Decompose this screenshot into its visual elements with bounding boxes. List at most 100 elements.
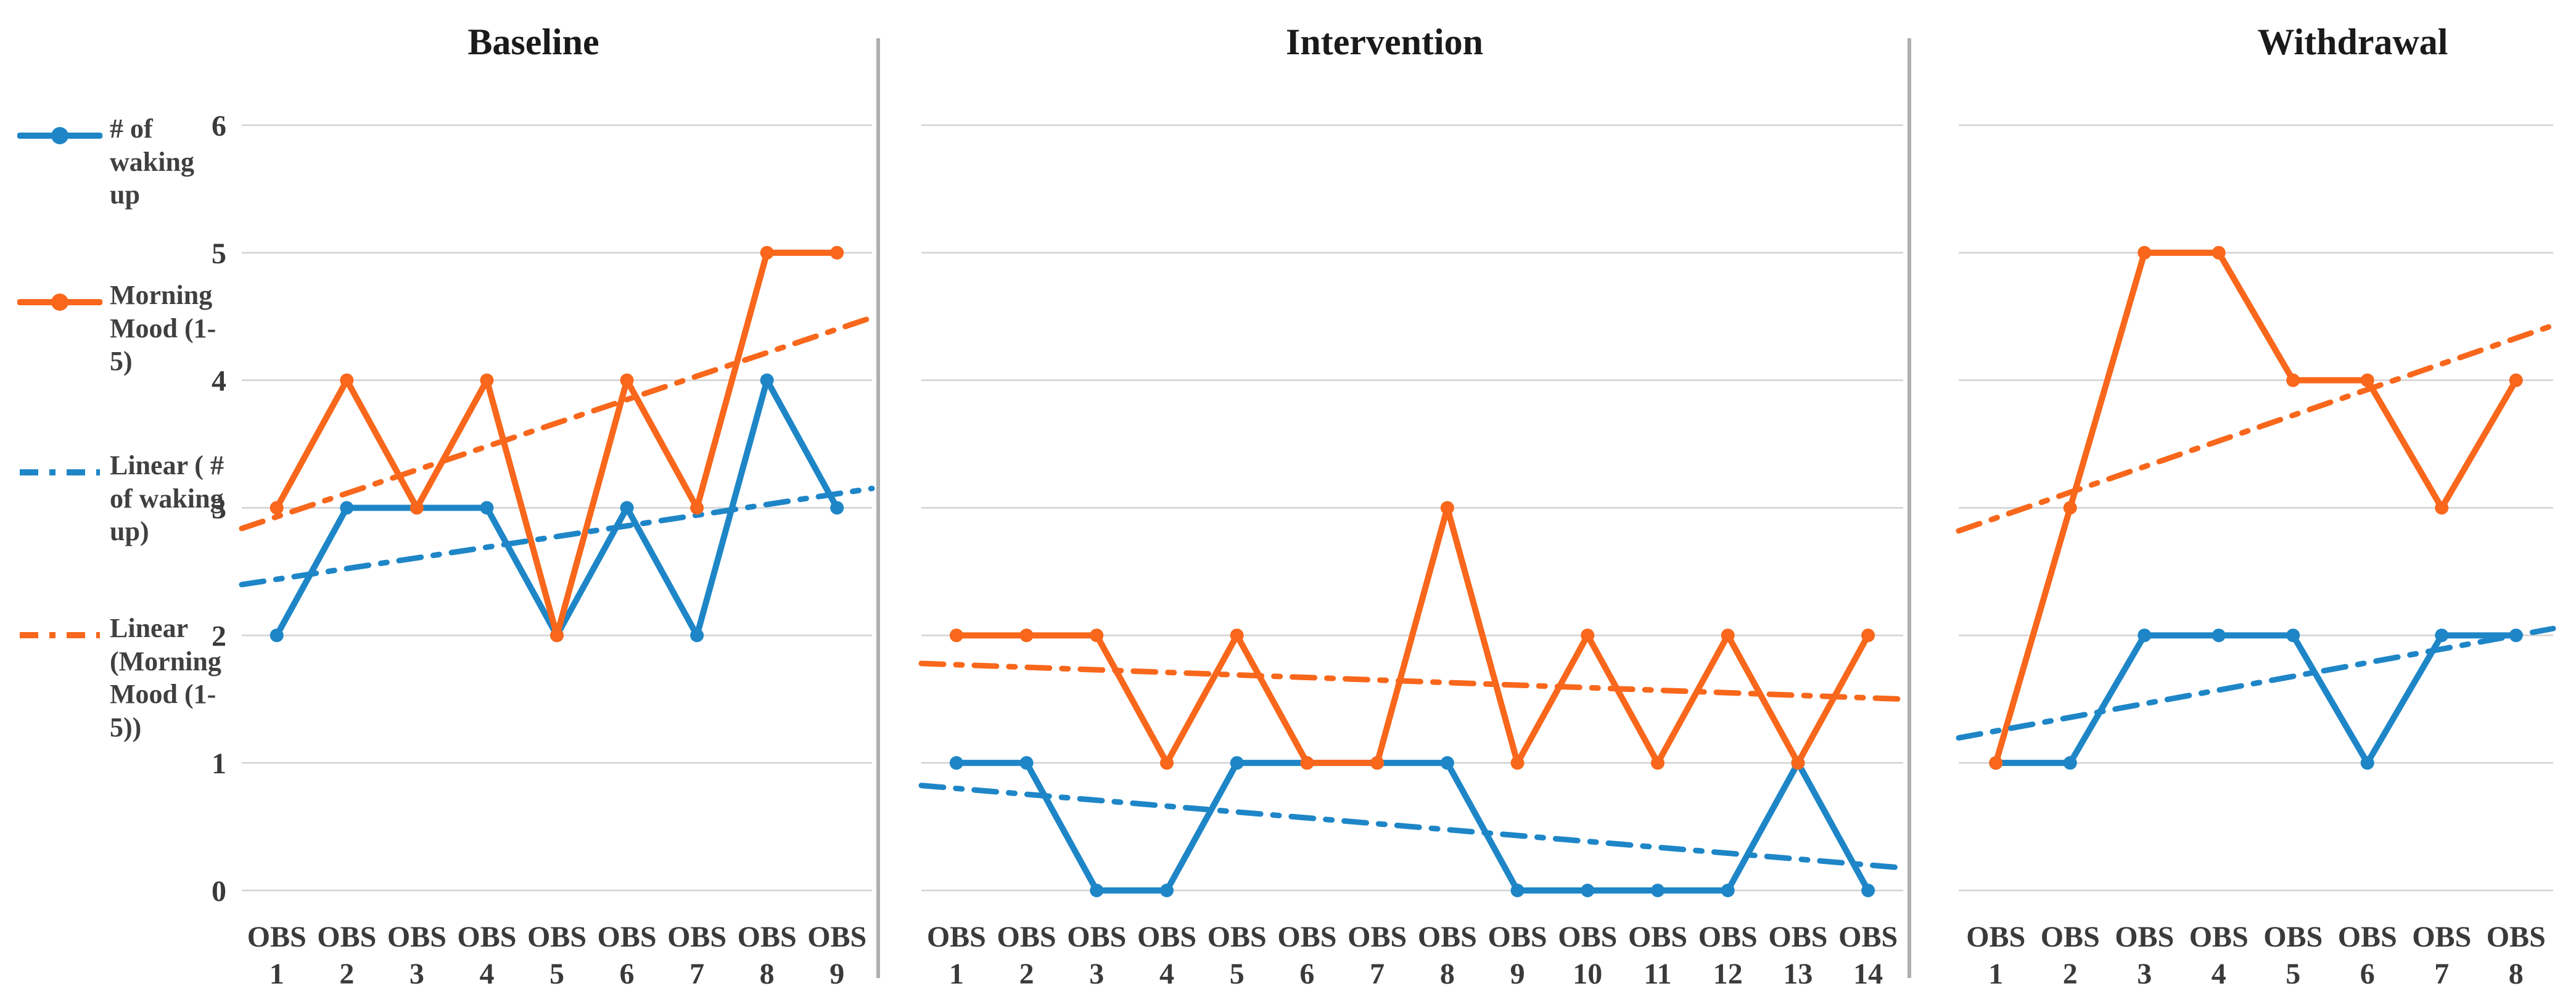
legend-item-morning-mood: Morning Mood (1- 5) [17,279,233,378]
data-point-marker [2063,501,2077,515]
data-point-marker [2212,628,2226,643]
data-point-marker [480,501,494,515]
data-point-marker [270,628,284,643]
x-axis-tick-label: OBS [247,921,307,953]
x-axis-tick-label: OBS [927,921,986,953]
data-point-marker [1370,756,1385,770]
x-axis-tick-label: OBS [2189,921,2249,953]
x-axis-tick-label: 1 [270,958,284,990]
data-point-marker [2138,245,2152,260]
legend: # of waking up Morning Mood (1- 5) Linea… [0,0,234,999]
x-axis-tick-label: OBS [598,921,657,953]
trendline-orange [1956,323,2556,534]
data-point-marker [1090,884,1104,897]
series-line-orange [953,504,1872,767]
x-axis-tick-label: OBS [1838,921,1898,953]
y-axis-tick-label: 0 [212,875,226,908]
x-axis-tick-label: OBS [1768,921,1827,953]
legend-label-linear-waking-up: Linear ( # of waking up) [110,450,224,547]
legend-item-linear-morning-mood: Linear (Morning Mood (1- 5)) [17,612,233,744]
data-point-marker [1651,884,1665,897]
data-point-marker [1160,756,1174,770]
x-axis-tick-label: OBS [1137,921,1196,953]
data-point-marker [2286,373,2300,387]
trendline-blue [1956,625,2556,741]
data-point-marker [1581,628,1595,643]
x-axis-tick-label: 10 [1573,958,1602,990]
x-axis-tick-label: 6 [620,958,635,990]
data-point-marker [1230,756,1244,770]
data-point-marker [2286,628,2300,643]
y-axis-tick-label: 4 [212,365,226,398]
x-axis-tick-label: 9 [829,958,844,990]
y-axis-tick-label: 1 [212,747,226,780]
panel-title-intervention: Intervention [1286,22,1483,62]
x-axis-tick-label: 5 [549,958,564,990]
x-axis-tick-label: 11 [1644,958,1671,990]
x-axis-tick-label: 4 [1159,958,1174,990]
x-axis-tick-label: OBS [1067,921,1126,953]
x-axis-tick-label: 8 [2509,958,2524,990]
panel-title-baseline: Baseline [467,22,599,62]
x-axis-tick-label: 13 [1783,958,1813,990]
data-point-marker [2360,373,2374,387]
y-axis-tick-label: 2 [212,620,226,652]
x-axis-tick-label: 3 [2137,958,2152,990]
dash-dot-line-icon [20,469,100,475]
data-point-marker [1300,756,1314,770]
x-axis-tick-label: 2 [1019,958,1034,990]
x-axis-tick-label: 6 [1299,958,1314,990]
data-point-marker [1510,756,1525,770]
x-axis-tick-label: OBS [527,921,586,953]
data-point-marker [2435,628,2449,643]
legend-item-waking-up: # of waking up [17,112,233,212]
legend-item-linear-waking-up: Linear ( # of waking up) [17,449,233,548]
x-axis-tick-label: OBS [807,921,866,953]
data-point-marker [620,373,634,387]
x-axis-tick-label: OBS [1488,921,1547,953]
series-line-orange [1993,249,2519,767]
data-point-marker [2509,373,2523,387]
data-point-marker [1230,628,1244,643]
data-point-marker [1791,756,1805,770]
trendline-orange [239,314,875,532]
x-axis-tick-label: OBS [2487,921,2546,953]
data-point-marker [409,501,424,515]
data-point-marker [830,501,844,515]
x-axis-tick-label: OBS [667,921,726,953]
data-point-marker [550,628,564,643]
data-point-marker [760,373,774,387]
legend-label-morning-mood: Morning Mood (1- 5) [110,280,216,377]
line-marker-icon [17,294,102,311]
data-point-marker [340,373,354,387]
data-point-marker [2360,756,2374,770]
data-point-marker [480,373,494,387]
data-point-marker [949,756,963,770]
data-point-marker [1019,756,1034,770]
data-point-marker [690,501,704,515]
trendline-blue [239,485,875,588]
x-axis-tick-label: 3 [1089,958,1104,990]
data-point-marker [830,245,844,260]
data-point-marker [949,628,963,643]
y-axis-tick-label: 6 [212,110,226,142]
x-axis-tick-label: OBS [457,921,516,953]
x-axis-tick-label: 3 [409,958,424,990]
x-axis-tick-label: 1 [1988,958,2003,990]
x-axis-tick-label: OBS [317,921,376,953]
data-point-marker [1090,628,1104,643]
x-axis-tick-label: OBS [997,921,1056,953]
data-point-marker [2435,501,2449,515]
data-point-marker [1510,884,1525,897]
x-axis-tick-label: 8 [760,958,775,990]
data-point-marker [1861,884,1875,897]
x-axis-tick-label: 8 [1440,958,1455,990]
data-point-marker [1019,628,1034,643]
x-axis-tick-label: OBS [1418,921,1477,953]
x-axis-tick-label: OBS [1628,921,1687,953]
y-axis-tick-label: 3 [212,493,226,525]
x-axis-tick-label: 14 [1853,958,1883,990]
x-axis-tick-label: 4 [479,958,494,990]
